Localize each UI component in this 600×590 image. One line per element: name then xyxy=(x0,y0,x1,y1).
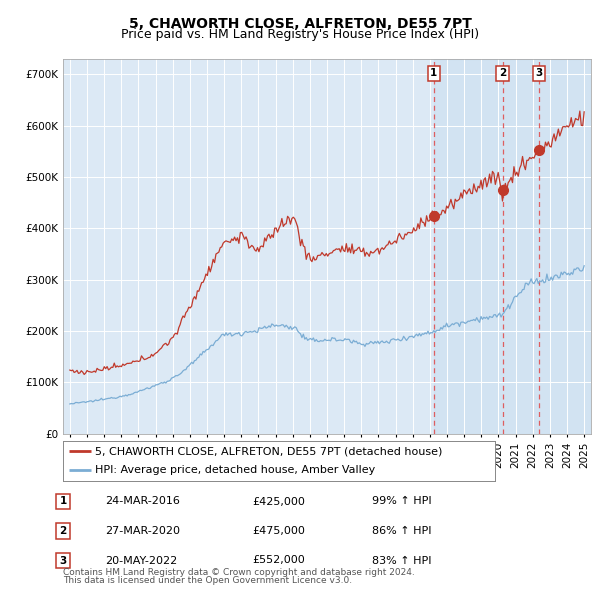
Text: HPI: Average price, detached house, Amber Valley: HPI: Average price, detached house, Ambe… xyxy=(95,466,376,476)
Text: 1: 1 xyxy=(59,497,67,506)
Text: 24-MAR-2016: 24-MAR-2016 xyxy=(105,497,180,506)
Text: Price paid vs. HM Land Registry's House Price Index (HPI): Price paid vs. HM Land Registry's House … xyxy=(121,28,479,41)
Text: £425,000: £425,000 xyxy=(252,497,305,506)
Text: 27-MAR-2020: 27-MAR-2020 xyxy=(105,526,180,536)
Text: £552,000: £552,000 xyxy=(252,556,305,565)
Text: 1: 1 xyxy=(430,68,437,78)
Text: 5, CHAWORTH CLOSE, ALFRETON, DE55 7PT (detached house): 5, CHAWORTH CLOSE, ALFRETON, DE55 7PT (d… xyxy=(95,446,443,456)
Text: 20-MAY-2022: 20-MAY-2022 xyxy=(105,556,177,565)
Text: 5, CHAWORTH CLOSE, ALFRETON, DE55 7PT: 5, CHAWORTH CLOSE, ALFRETON, DE55 7PT xyxy=(128,17,472,31)
Bar xyxy=(434,59,591,434)
Text: 2: 2 xyxy=(499,68,506,78)
Text: 3: 3 xyxy=(59,556,67,565)
Text: 2: 2 xyxy=(59,526,67,536)
Text: This data is licensed under the Open Government Licence v3.0.: This data is licensed under the Open Gov… xyxy=(63,576,352,585)
Text: 83% ↑ HPI: 83% ↑ HPI xyxy=(372,556,431,565)
Text: £475,000: £475,000 xyxy=(252,526,305,536)
Text: 3: 3 xyxy=(536,68,543,78)
Text: 99% ↑ HPI: 99% ↑ HPI xyxy=(372,497,431,506)
Text: 86% ↑ HPI: 86% ↑ HPI xyxy=(372,526,431,536)
Text: Contains HM Land Registry data © Crown copyright and database right 2024.: Contains HM Land Registry data © Crown c… xyxy=(63,568,415,577)
